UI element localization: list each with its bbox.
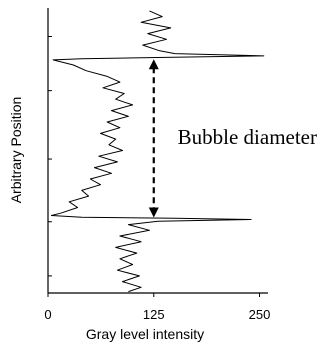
x-tick-label: 0: [44, 307, 51, 322]
x-tick-label: 125: [143, 307, 165, 322]
y-ticks: [48, 36, 52, 277]
intensity-profile-line: [50, 10, 265, 293]
annotation-layer: Bubble diameter: [148, 59, 317, 218]
x-axis-label: Gray level intensity: [86, 326, 204, 342]
bubble-diameter-label: Bubble diameter: [178, 125, 317, 149]
series-layer: [50, 10, 265, 293]
x-ticks: [47, 293, 261, 297]
arrow-head-up: [148, 59, 159, 70]
x-tick-labels: 0 125 250: [44, 307, 270, 322]
arrow-head-down: [148, 207, 159, 218]
y-axis-label: Arbitrary Position: [8, 97, 24, 204]
x-tick-label: 250: [249, 307, 271, 322]
